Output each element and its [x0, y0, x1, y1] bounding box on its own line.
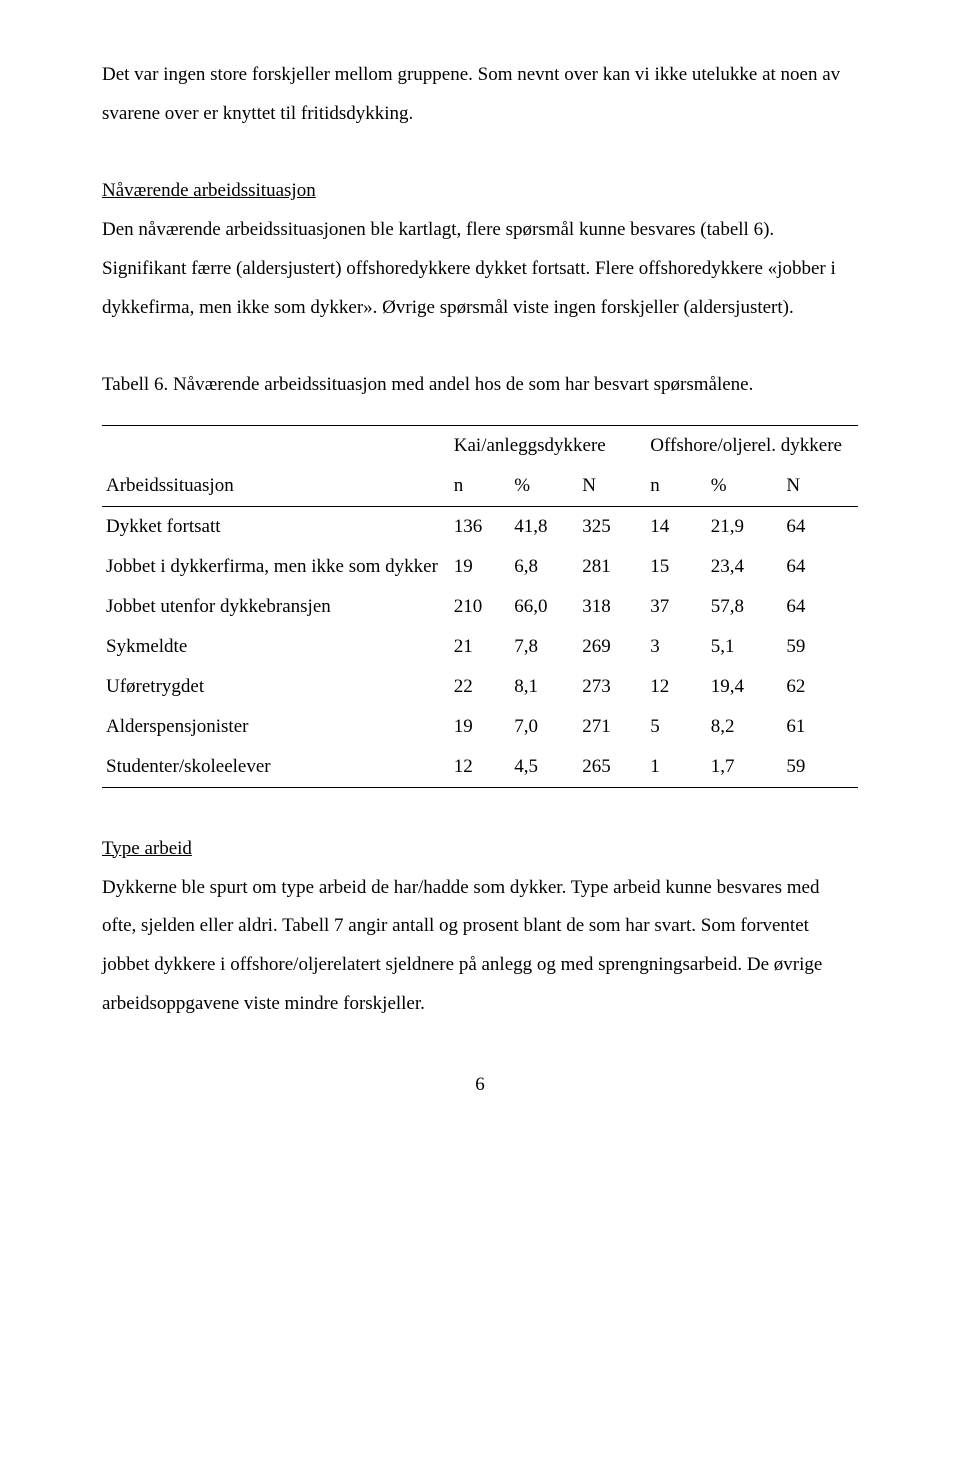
cell: 64	[782, 547, 858, 587]
group-header-2: Offshore/oljerel. dykkere	[646, 425, 858, 466]
intro-paragraph: Det var ingen store forskjeller mellom g…	[102, 56, 858, 134]
col-header: N	[782, 466, 858, 507]
cell: 66,0	[510, 587, 578, 627]
cell: 12	[646, 667, 706, 707]
table-row: Studenter/skoleelever 12 4,5 265 1 1,7 5…	[102, 747, 858, 788]
col-header: n	[450, 466, 510, 507]
cell: 14	[646, 506, 706, 547]
cell: 23,4	[707, 547, 783, 587]
cell: 4,5	[510, 747, 578, 788]
cell: 19,4	[707, 667, 783, 707]
row-label: Jobbet utenfor dykkebransjen	[102, 587, 450, 627]
cell: 5	[646, 707, 706, 747]
table-row: Uføretrygdet 22 8,1 273 12 19,4 62	[102, 667, 858, 707]
row-label-header: Arbeidssituasjon	[102, 466, 450, 507]
row-label: Studenter/skoleelever	[102, 747, 450, 788]
cell: 19	[450, 707, 510, 747]
cell: 273	[578, 667, 646, 707]
cell: 62	[782, 667, 858, 707]
table-group-header-row: Kai/anleggsdykkere Offshore/oljerel. dyk…	[102, 425, 858, 466]
row-label: Uføretrygdet	[102, 667, 450, 707]
cell: 3	[646, 627, 706, 667]
table-caption: Tabell 6. Nåværende arbeidssituasjon med…	[102, 366, 858, 405]
section-1-body: Den nåværende arbeidssituasjonen ble kar…	[102, 211, 858, 328]
cell: 59	[782, 747, 858, 788]
table-row: Alderspensjonister 19 7,0 271 5 8,2 61	[102, 707, 858, 747]
cell: 12	[450, 747, 510, 788]
cell: 5,1	[707, 627, 783, 667]
table-row: Jobbet i dykkerfirma, men ikke som dykke…	[102, 547, 858, 587]
section-heading-2: Type arbeid	[102, 830, 858, 869]
table-6: Kai/anleggsdykkere Offshore/oljerel. dyk…	[102, 425, 858, 788]
col-header: %	[510, 466, 578, 507]
cell: 61	[782, 707, 858, 747]
col-header: N	[578, 466, 646, 507]
cell: 6,8	[510, 547, 578, 587]
table-body: Dykket fortsatt 136 41,8 325 14 21,9 64 …	[102, 506, 858, 787]
cell: 15	[646, 547, 706, 587]
col-header: %	[707, 466, 783, 507]
cell: 271	[578, 707, 646, 747]
group-header-1: Kai/anleggsdykkere	[450, 425, 647, 466]
cell: 41,8	[510, 506, 578, 547]
row-label: Dykket fortsatt	[102, 506, 450, 547]
cell: 136	[450, 506, 510, 547]
cell: 8,2	[707, 707, 783, 747]
cell: 21	[450, 627, 510, 667]
cell: 7,0	[510, 707, 578, 747]
cell: 269	[578, 627, 646, 667]
cell: 7,8	[510, 627, 578, 667]
row-label: Alderspensjonister	[102, 707, 450, 747]
page-number: 6	[102, 1074, 858, 1096]
cell: 1	[646, 747, 706, 788]
section-heading-1: Nåværende arbeidssituasjon	[102, 172, 858, 211]
cell: 21,9	[707, 506, 783, 547]
table-header-row: Arbeidssituasjon n % N n % N	[102, 466, 858, 507]
row-label: Sykmeldte	[102, 627, 450, 667]
cell: 64	[782, 506, 858, 547]
page-container: Det var ingen store forskjeller mellom g…	[0, 0, 960, 1136]
cell: 22	[450, 667, 510, 707]
cell: 64	[782, 587, 858, 627]
cell: 325	[578, 506, 646, 547]
col-header: n	[646, 466, 706, 507]
table-row: Jobbet utenfor dykkebransjen 210 66,0 31…	[102, 587, 858, 627]
cell: 318	[578, 587, 646, 627]
empty-header	[102, 425, 450, 466]
cell: 19	[450, 547, 510, 587]
table-row: Dykket fortsatt 136 41,8 325 14 21,9 64	[102, 506, 858, 547]
cell: 57,8	[707, 587, 783, 627]
cell: 265	[578, 747, 646, 788]
section-2-body: Dykkerne ble spurt om type arbeid de har…	[102, 869, 858, 1025]
cell: 37	[646, 587, 706, 627]
cell: 1,7	[707, 747, 783, 788]
cell: 210	[450, 587, 510, 627]
row-label: Jobbet i dykkerfirma, men ikke som dykke…	[102, 547, 450, 587]
cell: 8,1	[510, 667, 578, 707]
cell: 59	[782, 627, 858, 667]
table-row: Sykmeldte 21 7,8 269 3 5,1 59	[102, 627, 858, 667]
cell: 281	[578, 547, 646, 587]
